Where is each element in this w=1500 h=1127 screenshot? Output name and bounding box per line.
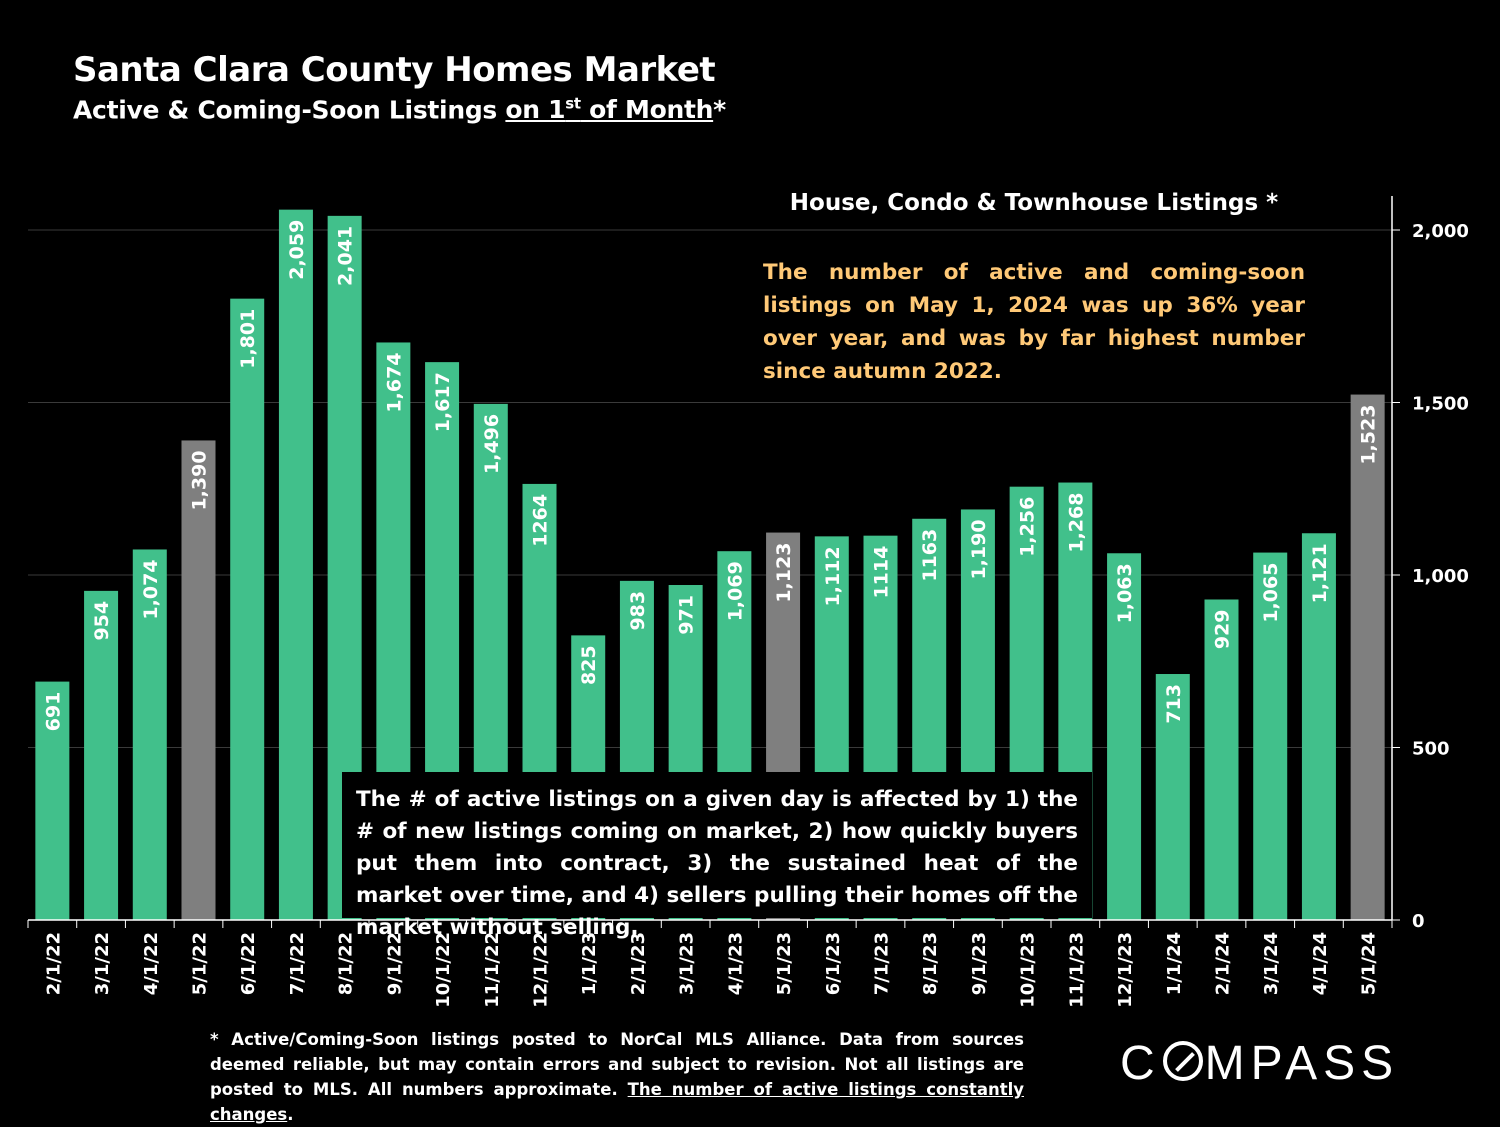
subtitle-underlined: on 1st of Month — [505, 95, 713, 124]
bar — [132, 549, 167, 920]
x-tick-label: 12/1/23 — [1115, 932, 1136, 1008]
compass-logo: C MPASS — [1120, 1036, 1399, 1091]
x-tick-label: 3/1/22 — [92, 932, 113, 995]
bar-label: 1,190 — [968, 519, 990, 579]
y-tick-label: 500 — [1412, 739, 1450, 760]
bar-label: 1,268 — [1065, 493, 1087, 553]
x-tick-label: 3/1/23 — [677, 932, 698, 995]
x-tick-label: 5/1/24 — [1359, 932, 1380, 995]
bar-label: 825 — [578, 645, 600, 685]
bar-label: 1114 — [871, 546, 893, 599]
bar-label: 1,674 — [383, 352, 405, 412]
logo-post: MPASS — [1204, 1037, 1400, 1090]
annotation-text: The number of active and coming-soon lis… — [763, 260, 1305, 384]
y-tick-label: 2,000 — [1412, 221, 1469, 242]
x-tick-label: 2/1/23 — [628, 932, 649, 995]
subtitle-u1: on 1 — [505, 95, 566, 125]
logo-pre: C — [1120, 1037, 1161, 1090]
bar-label: 1,496 — [481, 414, 503, 474]
bar-label: 1,123 — [773, 543, 795, 603]
bar — [278, 209, 313, 920]
footnote-link[interactable]: The number of active listings constantly… — [210, 1080, 1024, 1124]
bar-label: 1,074 — [140, 559, 162, 619]
bar-label: 929 — [1212, 609, 1234, 649]
y-tick-labels: 0 500 1,000 1,500 2,000 — [1392, 221, 1469, 932]
bar-label: 954 — [91, 601, 113, 641]
bar-labels: 691 954 1,074 1,390 1,801 2,059 2,041 1,674 1,61… — [42, 220, 1379, 732]
x-tick-labels: 2/1/22 3/1/22 4/1/22 5/1/22 6/1/22 7/1/22 8/1/… — [27, 920, 1393, 1008]
x-tick-label: 7/1/23 — [872, 932, 893, 995]
x-tick-label: 2/1/22 — [43, 932, 64, 995]
x-tick-label: 4/1/22 — [141, 932, 162, 995]
bar-label: 1,390 — [189, 450, 211, 510]
bar-label: 1,801 — [237, 309, 259, 369]
bar-label: 2,059 — [286, 220, 308, 280]
x-tick-label: 10/1/22 — [433, 932, 454, 1008]
x-tick-label: 12/1/22 — [531, 932, 552, 1008]
bar-label: 1,069 — [724, 561, 746, 621]
x-tick-label: 6/1/23 — [823, 932, 844, 995]
bar-label: 2,041 — [335, 226, 357, 286]
y-tick-label: 1,500 — [1412, 394, 1469, 415]
bar — [230, 298, 265, 920]
bar — [1155, 674, 1190, 920]
x-tick-label: 9/1/22 — [384, 932, 405, 995]
bar-label: 1,112 — [822, 546, 844, 606]
x-tick-label: 7/1/22 — [287, 932, 308, 995]
x-tick-label: 6/1/22 — [238, 932, 259, 995]
x-tick-label: 11/1/22 — [482, 932, 503, 1008]
bar-label: 1163 — [919, 529, 941, 582]
bar — [1301, 533, 1336, 920]
chart-title: Santa Clara County Homes Market — [73, 50, 716, 90]
bar — [1204, 599, 1239, 920]
x-tick-label: 2/1/24 — [1213, 932, 1234, 995]
x-tick-label: 10/1/23 — [1018, 932, 1039, 1008]
bar-label: 1,121 — [1309, 543, 1331, 603]
x-tick-label: 5/1/22 — [190, 932, 211, 995]
note-box: The # of active listings on a given day … — [342, 772, 1092, 940]
x-tick-label: 3/1/24 — [1261, 932, 1282, 995]
x-tick-label: 8/1/23 — [920, 932, 941, 995]
bar-label: 713 — [1163, 684, 1185, 724]
subtitle-post: * — [713, 95, 726, 125]
bar — [181, 440, 216, 920]
chart-subtitle: Active & Coming-Soon Listings on 1st of … — [73, 95, 726, 124]
bar — [84, 590, 119, 920]
bar — [35, 681, 70, 920]
x-tick-label: 4/1/24 — [1310, 932, 1331, 995]
y-tick-label: 0 — [1412, 911, 1425, 932]
bar-label: 1,065 — [1260, 563, 1282, 623]
bar — [1253, 552, 1288, 920]
subtitle-sup: st — [565, 95, 581, 113]
series-title: House, Condo & Townhouse Listings * — [790, 190, 1278, 216]
bar-label: 1264 — [530, 494, 552, 547]
x-tick-label: 1/1/23 — [579, 932, 600, 995]
logo-o-icon — [1162, 1041, 1203, 1081]
bar-label: 1,256 — [1017, 497, 1039, 557]
x-tick-label: 9/1/23 — [969, 932, 990, 995]
subtitle-u2: of Month — [580, 95, 714, 125]
bar-label: 691 — [42, 692, 64, 732]
x-tick-label: 5/1/23 — [774, 932, 795, 995]
bar-label: 1,523 — [1358, 405, 1380, 465]
bar-label: 983 — [627, 591, 649, 631]
bar — [1350, 394, 1385, 920]
bar — [1107, 553, 1142, 920]
bar-label: 1,617 — [432, 372, 454, 432]
bar-label: 1,063 — [1114, 563, 1136, 623]
x-tick-label: 11/1/23 — [1066, 932, 1087, 1008]
subtitle-pre: Active & Coming-Soon Listings — [73, 95, 506, 125]
x-tick-label: 1/1/24 — [1164, 932, 1185, 995]
x-tick-label: 8/1/22 — [336, 932, 357, 995]
footnote-end: . — [287, 1105, 294, 1124]
footnote-text: * Active/Coming-Soon listings posted to … — [210, 1030, 1024, 1099]
y-tick-label: 1,000 — [1412, 566, 1469, 587]
footnote: * Active/Coming-Soon listings posted to … — [210, 1027, 1024, 1127]
bar-label: 971 — [676, 595, 698, 635]
x-tick-label: 4/1/23 — [725, 932, 746, 995]
